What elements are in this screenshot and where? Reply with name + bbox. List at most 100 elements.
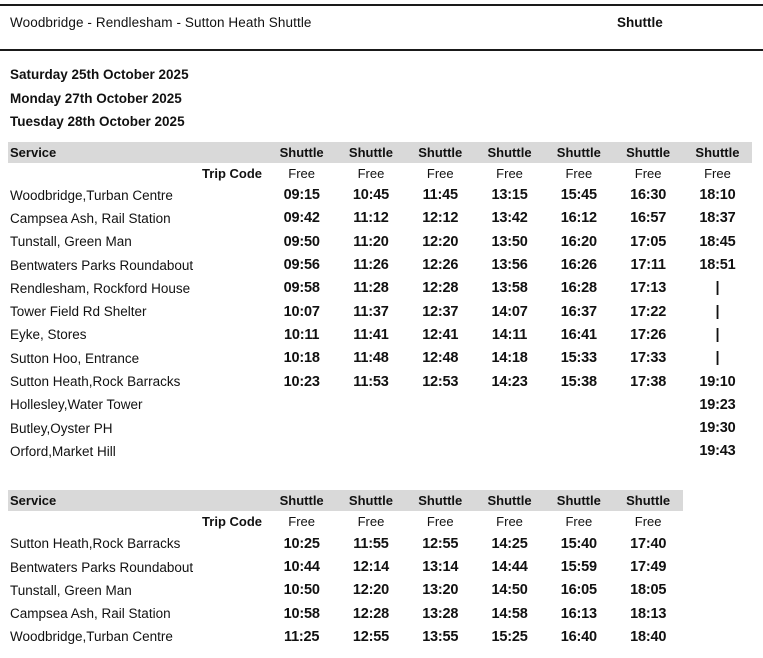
departure-time: 12:55 (422, 535, 459, 552)
departure-time: 11:41 (353, 326, 389, 343)
departure-time: 18:40 (630, 628, 667, 645)
departure-time: 11:26 (353, 257, 389, 274)
departure-time: 16:13 (560, 605, 597, 622)
dates-list: Saturday 25th October 2025 Monday 27th Oc… (10, 63, 763, 134)
shuttle-column-header: Shuttle (267, 141, 337, 163)
departure-time: 17:22 (630, 303, 667, 320)
departure-time: 16:40 (560, 628, 597, 645)
trip-code-value: Free (288, 514, 316, 530)
departure-time: 11:53 (353, 373, 389, 390)
departure-time: 10:11 (284, 326, 320, 343)
stop-name: Tunstall, Green Man (10, 582, 132, 598)
departure-time: 15:25 (491, 628, 528, 645)
departure-time: 15:40 (560, 535, 597, 552)
departure-time: 10:50 (283, 582, 320, 599)
stop-name: Bentwaters Parks Roundabout (10, 257, 194, 273)
departure-time: 18:10 (699, 187, 736, 204)
empty-time-cell (267, 416, 336, 439)
stop-name: Eyke, Stores (10, 327, 87, 343)
departure-time: 09:15 (283, 187, 320, 204)
departure-time: 18:37 (699, 210, 736, 227)
departure-time: 12:28 (352, 605, 389, 622)
departure-time: 17:40 (630, 535, 667, 552)
departure-time: 12:41 (422, 326, 459, 343)
empty-time-cell (613, 440, 682, 463)
departure-time: 11:12 (353, 210, 389, 227)
departure-time: 18:51 (699, 257, 736, 274)
stop-name: Sutton Hoo, Entrance (10, 350, 140, 366)
departure-time: 09:42 (283, 210, 320, 227)
service-header-label: Service (8, 490, 267, 512)
departure-time: 16:57 (630, 210, 667, 227)
departure-time: 11:37 (353, 303, 389, 320)
trip-code-value: Free (704, 165, 731, 181)
stop-name: Hollesley,Water Tower (10, 397, 143, 413)
trip-code-value: Free (288, 165, 316, 181)
departure-time: 13:55 (422, 628, 459, 645)
departure-time: 12:55 (352, 628, 389, 645)
departure-time: 14:58 (491, 605, 528, 622)
non-stopping-marker: | (715, 303, 720, 320)
departure-time: 11:28 (353, 280, 389, 297)
departure-time: 18:13 (630, 605, 667, 622)
departure-time: 19:30 (699, 420, 736, 437)
departure-time: 12:12 (422, 210, 459, 227)
empty-time-cell (336, 416, 405, 439)
departure-time: 19:10 (699, 373, 736, 390)
empty-time-cell (475, 416, 544, 439)
departure-time: 11:20 (353, 233, 389, 250)
departure-time: 13:58 (491, 280, 528, 297)
stop-name: Tunstall, Green Man (10, 234, 132, 250)
empty-time-cell (267, 440, 336, 463)
stop-row: Sutton Hoo, Entrance 10:18 11:48 12:48 14:18… (8, 347, 752, 370)
departure-time: 13:56 (491, 257, 528, 274)
stop-name: Butley,Oyster PH (10, 420, 113, 436)
stop-row: Woodbridge,Turban Centre 09:15 10:45 11:45 1… (8, 184, 752, 207)
departure-time: 10:23 (283, 373, 320, 390)
masthead: Woodbridge - Rendlesham - Sutton Heath S… (0, 4, 763, 51)
departure-time: 14:11 (491, 326, 528, 343)
departure-time: 17:13 (630, 280, 667, 297)
departure-time: 12:53 (422, 373, 459, 390)
date-line: Monday 27th October 2025 (10, 90, 182, 106)
departure-time: 14:50 (491, 582, 528, 599)
trip-code-value: Free (496, 165, 523, 181)
stop-name: Campsea Ash, Rail Station (10, 210, 171, 226)
stop-row: Orford,Market Hill 19:43 (8, 440, 752, 463)
timetable-page: Woodbridge - Rendlesham - Sutton Heath S… (0, 4, 763, 658)
trip-code-value: Free (426, 165, 454, 181)
departure-time: 16:41 (560, 326, 597, 343)
departure-time: 17:38 (630, 373, 667, 390)
departure-time: 10:25 (283, 535, 320, 552)
departure-time: 14:44 (491, 559, 528, 575)
departure-time: 13:15 (491, 187, 528, 204)
stop-row: Campsea Ash, Rail Station 09:42 11:12 12:12… (8, 207, 752, 230)
stop-name: Woodbridge,Turban Centre (10, 187, 173, 203)
stop-row: Woodbridge,Turban Centre 11:25 12:55 13:55 1… (8, 625, 683, 648)
trip-code-value: Free (496, 514, 523, 530)
departure-time: 14:18 (491, 350, 528, 367)
departure-time: 12:37 (422, 303, 459, 320)
stop-row: Butley,Oyster PH 19:30 (8, 416, 752, 439)
shuttle-column-header: Shuttle (474, 141, 545, 163)
empty-time-cell (336, 393, 405, 416)
stop-row: Bentwaters Parks Roundabout 10:44 12:14 13:… (8, 555, 683, 578)
departure-time: 12:28 (422, 280, 459, 297)
stop-row: Eyke, Stores 10:11 11:41 12:41 14:11 16:41 17:… (8, 323, 752, 346)
trip-code-row: Trip Code Free Free Free Free Free Free (8, 511, 683, 532)
stop-name: Bentwaters Parks Roundabout (10, 559, 194, 575)
stop-row: Tower Field Rd Shelter 10:07 11:37 12:37 14:… (8, 300, 752, 323)
date-line: Saturday 25th October 2025 (10, 67, 189, 82)
departure-time: 15:45 (560, 187, 597, 204)
departure-time: 10:45 (352, 187, 389, 204)
departure-time: 14:23 (491, 373, 528, 390)
departure-time: 16:26 (560, 257, 597, 274)
departure-time: 11:48 (353, 350, 389, 367)
empty-time-cell (475, 393, 544, 416)
departure-time: 18:05 (630, 582, 667, 599)
departure-time: 16:12 (560, 210, 597, 227)
shuttle-column-header: Shuttle (544, 490, 614, 512)
stop-row: Bentwaters Parks Roundabout 09:56 11:26 12:… (8, 253, 752, 276)
service-header-label: Service (8, 141, 267, 163)
trip-code-value: Free (357, 165, 385, 181)
